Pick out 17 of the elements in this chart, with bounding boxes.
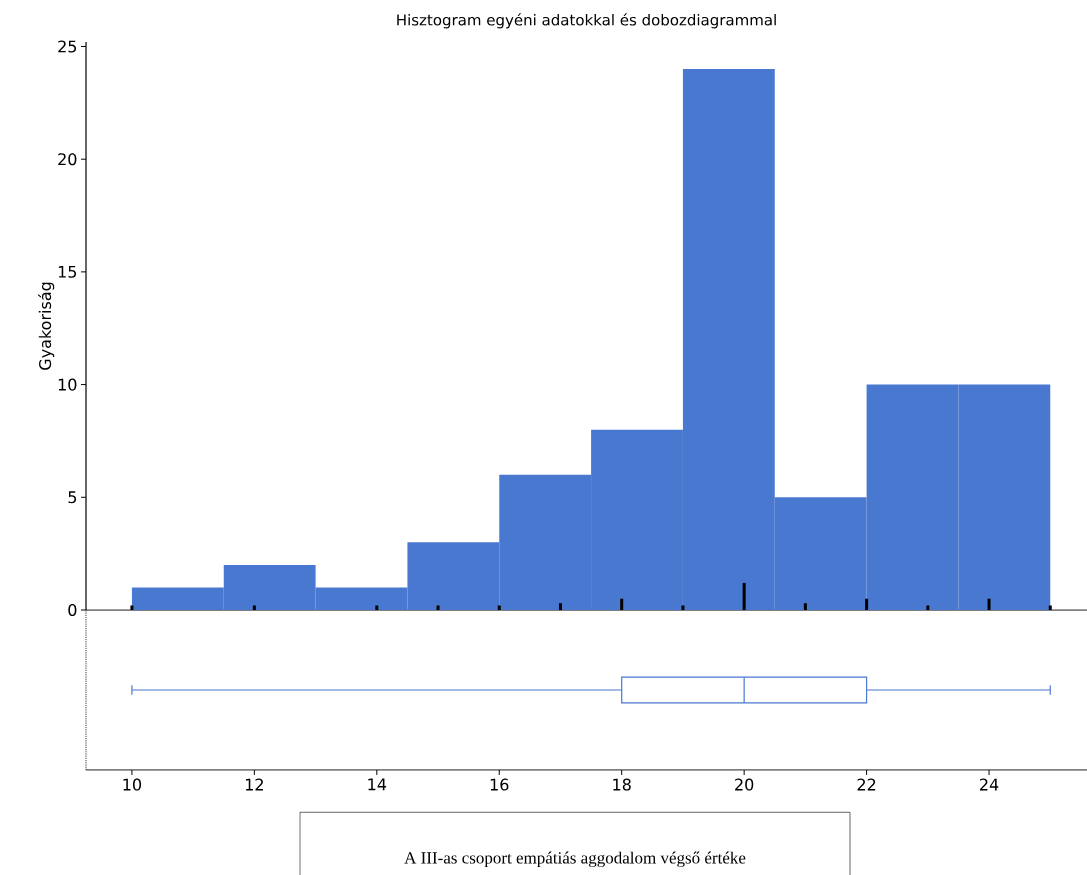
- y-axis-title: Gyakoriság: [38, 282, 55, 370]
- y-tick-label: 25: [58, 40, 77, 53]
- x-tick-label: 18: [613, 778, 631, 791]
- x-tick-label: 16: [490, 778, 509, 791]
- y-tick-label: 15: [58, 265, 77, 278]
- chart-title: Hisztogram egyéni adatokkal és dobozdiagrammal: [397, 13, 776, 29]
- x-tick-label: 10: [123, 778, 142, 791]
- x-axis-title: A III-as csoport empátiás aggodalom végső értéke: [404, 851, 746, 868]
- y-tick-label: 5: [68, 491, 77, 504]
- x-tick-label: 24: [980, 778, 999, 791]
- x-tick-label: 22: [857, 778, 876, 791]
- y-tick-label: 10: [58, 378, 77, 391]
- x-tick-label: 14: [368, 778, 387, 791]
- y-tick-label: 20: [58, 153, 77, 166]
- x-tick-label: 20: [735, 778, 754, 791]
- x-tick-label: 12: [245, 778, 263, 791]
- y-tick-label: 0: [68, 603, 77, 617]
